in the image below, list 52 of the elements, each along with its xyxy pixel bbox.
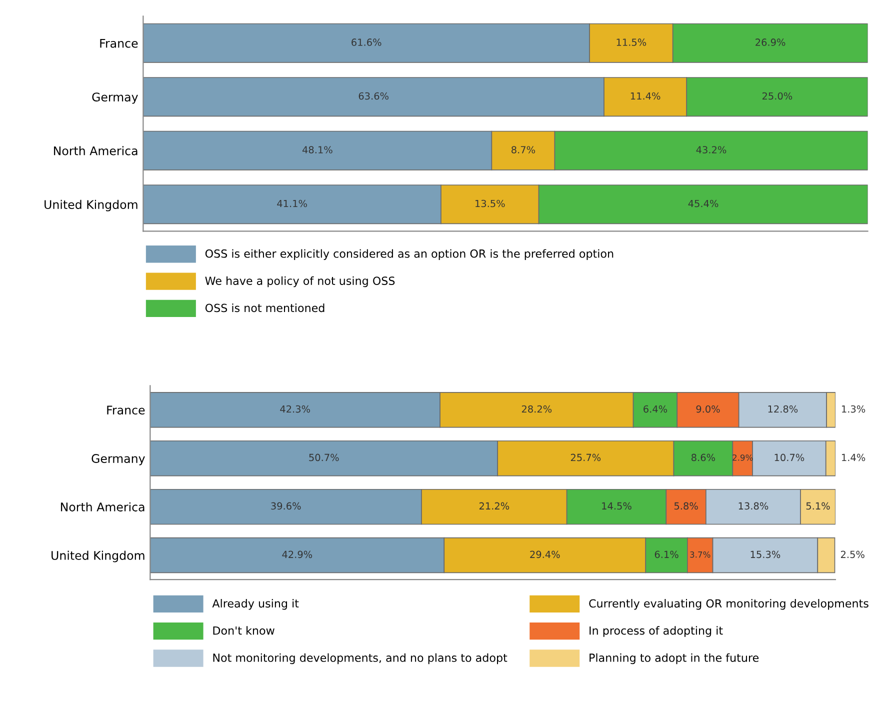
y-tick-label: United Kingdom — [44, 200, 138, 212]
y-tick-label: North America — [60, 502, 144, 512]
data-label: 1.4% — [842, 454, 866, 462]
text: OSS is either explicitly considered as an option OR is the preferred option — [205, 249, 614, 260]
data-label: 28.2% — [522, 405, 552, 413]
data-label: 39.6% — [271, 502, 301, 510]
data-label: 13.5% — [476, 200, 505, 208]
data-label: 5.8% — [674, 502, 698, 510]
data-label: 10.7% — [774, 454, 804, 462]
data-label: 8.7% — [512, 146, 536, 154]
data-label: 61.6% — [352, 38, 382, 46]
legend-label: Currently evaluating OR monitoring developments — [589, 598, 868, 610]
y-tick-label: France — [100, 38, 138, 48]
data-label: 11.4% — [630, 92, 660, 100]
data-label: 1.3% — [842, 405, 866, 413]
data-label: 9.0% — [696, 405, 720, 413]
legend-label: Planning to adopt in the future — [590, 653, 759, 664]
data-label: 50.7% — [309, 454, 339, 462]
legend-label: We have a policy of not using OSS — [205, 276, 395, 288]
data-label: 12.8% — [768, 405, 798, 413]
y-tick-label: North America — [54, 146, 138, 156]
text: Already using it — [212, 598, 299, 610]
data-label: 6.4% — [644, 405, 668, 413]
data-label: 11.5% — [616, 38, 646, 46]
data-label: 63.6% — [358, 92, 388, 100]
data-label: 43.2% — [696, 146, 726, 154]
data-label: 41.1% — [277, 200, 307, 208]
legend-label: Don't know — [213, 626, 274, 635]
data-label: 3.7% — [690, 551, 710, 558]
y-tick-label: France — [107, 406, 145, 415]
data-label: 14.5% — [602, 502, 632, 510]
data-label: 2.5% — [840, 550, 864, 558]
data-label: 13.8% — [738, 502, 768, 510]
data-label: 25.0% — [762, 92, 792, 100]
legend-label: In process of adopting it — [590, 626, 723, 637]
y-tick-label: Germany — [92, 454, 145, 466]
data-label: 45.4% — [688, 200, 718, 208]
data-label: 5.1% — [806, 502, 830, 510]
y-tick-label: Germay — [92, 92, 138, 104]
data-label: 29.4% — [530, 550, 560, 558]
y-tick-label: United Kingdom — [52, 550, 144, 562]
data-label: 26.9% — [756, 38, 786, 46]
legend-label: OSS is not mentioned — [205, 304, 324, 312]
data-label: 48.1% — [302, 146, 332, 154]
data-label: 15.3% — [750, 550, 780, 558]
data-label: 21.2% — [479, 502, 510, 510]
data-label: 25.7% — [570, 454, 601, 462]
data-label: 42.9% — [282, 550, 312, 558]
data-label: 6.1% — [654, 550, 678, 558]
legend-label: Not monitoring developments, and no plans to adopt — [213, 653, 508, 664]
data-label: 8.6% — [692, 454, 716, 462]
data-label: 42.3% — [280, 405, 310, 413]
